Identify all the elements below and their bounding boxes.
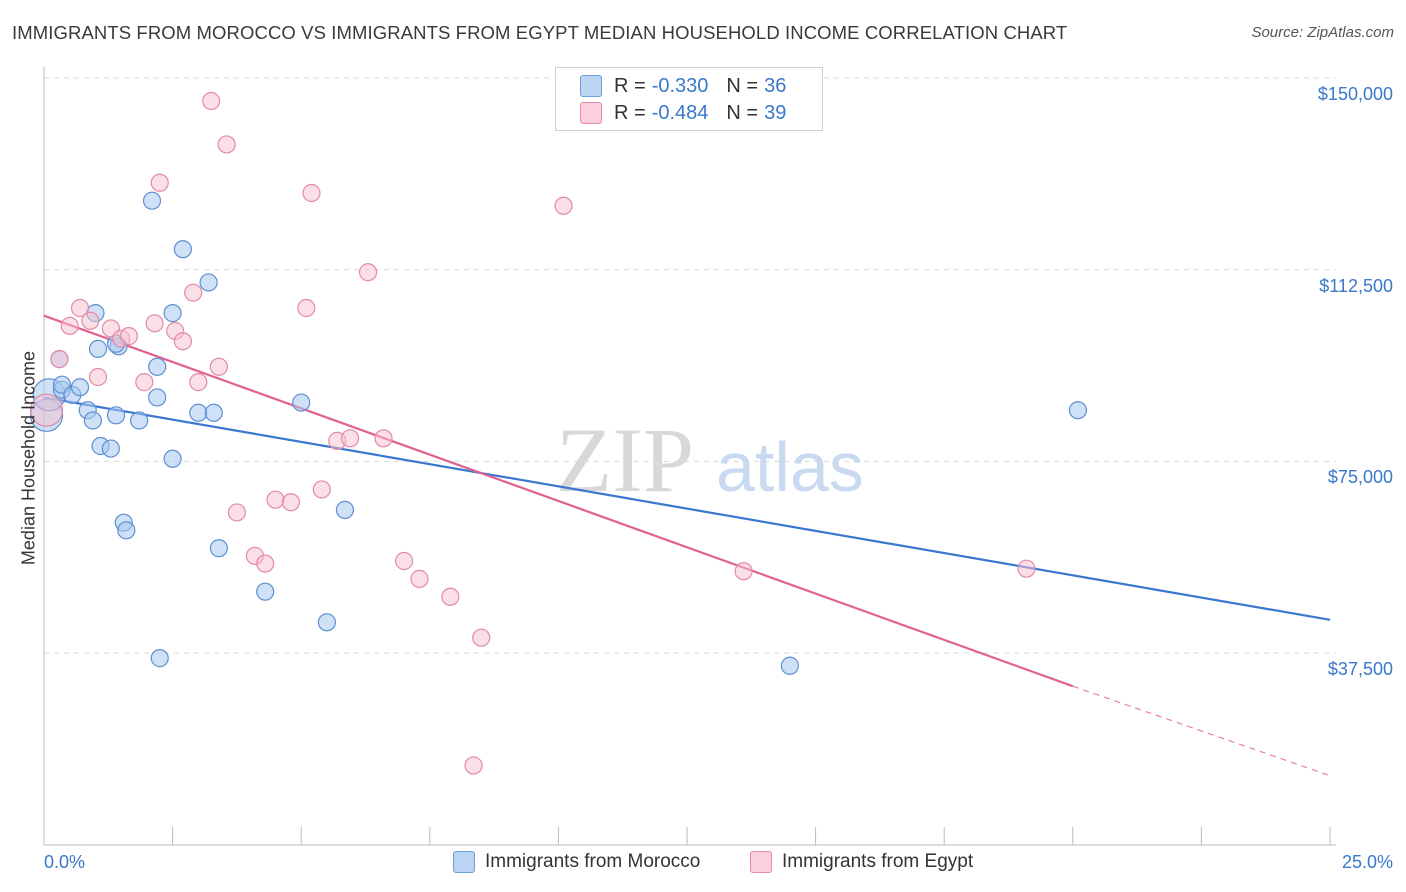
point-egypt xyxy=(217,135,236,154)
point-egypt xyxy=(734,562,753,581)
point-egypt xyxy=(1017,559,1036,578)
point-egypt xyxy=(266,490,285,509)
trend-line xyxy=(43,396,1331,621)
point-egypt xyxy=(145,314,164,333)
legend-r-value: -0.484 xyxy=(651,101,709,124)
data-points xyxy=(29,91,1088,775)
chart-title: IMMIGRANTS FROM MOROCCO VS IMMIGRANTS FR… xyxy=(12,22,1068,43)
point-morocco xyxy=(292,393,311,412)
point-egypt xyxy=(554,196,573,215)
trend-line-extension xyxy=(1072,685,1331,777)
point-morocco xyxy=(150,649,169,668)
point-morocco xyxy=(142,191,162,210)
watermark-atlas: atlas xyxy=(716,428,864,506)
point-morocco xyxy=(83,411,102,430)
y-tick-label: $112,500 xyxy=(1319,275,1393,296)
point-egypt xyxy=(410,569,429,588)
legend-swatch-morocco xyxy=(580,75,602,97)
point-egypt xyxy=(312,480,331,499)
bottom-legend-swatch-egypt xyxy=(750,851,772,873)
bottom-legend-swatch-morocco xyxy=(453,851,475,873)
bottom-legend-label-morocco: Immigrants from Morocco xyxy=(485,851,701,872)
y-axis-label: Median Household Income xyxy=(18,350,39,566)
y-tick-label: $37,500 xyxy=(1327,659,1393,679)
point-egypt xyxy=(281,493,301,512)
point-egypt xyxy=(374,429,393,448)
point-egypt xyxy=(173,332,192,351)
point-morocco xyxy=(780,656,799,675)
point-morocco xyxy=(199,273,218,292)
stats-legend: R = -0.330 N = 36 R = -0.484 N = 39 xyxy=(555,67,823,131)
point-morocco xyxy=(88,339,108,358)
point-egypt xyxy=(150,173,169,192)
legend-n-value: 36 xyxy=(764,74,787,97)
legend-n-label: N = xyxy=(726,74,759,97)
bottom-legend-egypt: Immigrants from Egypt xyxy=(750,851,973,873)
point-morocco xyxy=(106,406,126,425)
point-egypt xyxy=(464,756,483,775)
point-morocco xyxy=(173,240,192,259)
bottom-legend-label-egypt: Immigrants from Egypt xyxy=(782,851,974,872)
point-egypt xyxy=(50,350,69,369)
point-egypt xyxy=(472,628,491,647)
point-egypt xyxy=(29,393,64,427)
point-egypt xyxy=(189,373,208,392)
y-tick-label: $150,000 xyxy=(1317,84,1393,104)
point-morocco xyxy=(204,403,223,422)
trend-line xyxy=(43,314,1074,688)
point-morocco xyxy=(317,613,337,632)
point-morocco xyxy=(1068,401,1088,420)
legend-n-label: N = xyxy=(726,101,759,124)
point-egypt xyxy=(60,316,79,335)
point-egypt xyxy=(81,311,100,330)
axes xyxy=(43,67,1336,846)
point-morocco xyxy=(256,582,275,601)
x-tick-label-min: 0.0% xyxy=(44,852,86,872)
chart-source: Source: ZipAtlas.com xyxy=(1251,24,1394,41)
legend-r-value: -0.330 xyxy=(651,74,709,97)
trend-lines xyxy=(43,314,1331,777)
point-egypt xyxy=(441,587,460,606)
point-egypt xyxy=(227,503,246,522)
point-morocco xyxy=(117,521,136,540)
point-egypt xyxy=(394,551,414,571)
point-egypt xyxy=(209,357,228,376)
bottom-legend-morocco: Immigrants from Morocco xyxy=(453,851,700,873)
legend-row-egypt: R = -0.484 N = 39 xyxy=(580,100,786,126)
legend-r-label: R = xyxy=(614,74,646,97)
point-egypt xyxy=(184,283,203,302)
point-morocco xyxy=(101,439,120,458)
grid-lines xyxy=(44,77,1336,654)
point-morocco xyxy=(70,378,90,397)
point-egypt xyxy=(202,91,221,111)
point-morocco xyxy=(209,539,228,558)
legend-row-morocco: R = -0.330 N = 36 xyxy=(580,73,786,99)
point-egypt xyxy=(70,298,90,318)
point-egypt xyxy=(135,373,154,392)
point-egypt xyxy=(302,183,321,203)
y-tick-label: $75,000 xyxy=(1327,467,1393,488)
point-morocco xyxy=(130,411,149,430)
x-tick-label-max: 25.0% xyxy=(1341,852,1393,872)
point-morocco xyxy=(335,500,355,519)
point-egypt xyxy=(88,367,108,387)
point-egypt xyxy=(119,327,138,346)
point-morocco xyxy=(148,388,167,407)
point-egypt xyxy=(340,429,360,448)
legend-r-label: R = xyxy=(614,101,646,124)
point-morocco xyxy=(148,357,167,376)
point-egypt xyxy=(358,263,378,282)
point-morocco xyxy=(163,304,182,323)
point-egypt xyxy=(256,554,275,573)
point-morocco xyxy=(189,403,208,422)
point-egypt xyxy=(297,298,316,318)
watermark: ZIP atlas xyxy=(556,409,864,511)
watermark-zip: ZIP xyxy=(556,409,694,511)
legend-swatch-egypt xyxy=(580,102,602,124)
legend-n-value: 39 xyxy=(764,101,787,124)
point-morocco xyxy=(163,449,182,468)
